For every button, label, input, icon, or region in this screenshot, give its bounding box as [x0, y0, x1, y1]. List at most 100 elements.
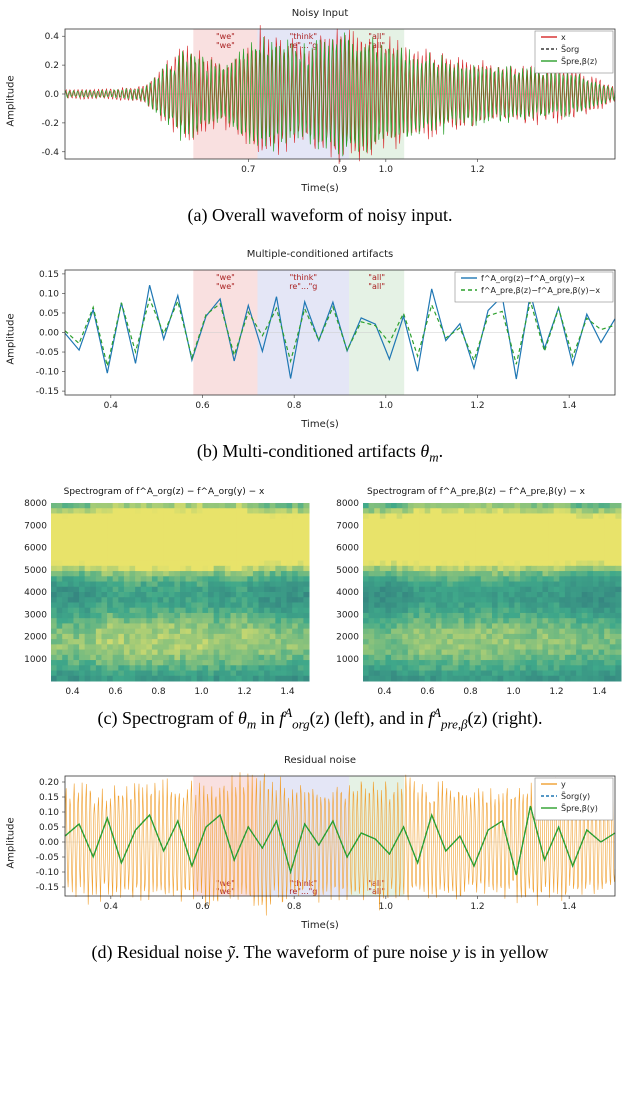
- svg-text:0.00: 0.00: [39, 838, 59, 848]
- panel-c: Spectrogram of f^A_org(z) − f^A_org(y) −…: [15, 487, 625, 699]
- svg-text:8000: 8000: [336, 499, 359, 509]
- svg-text:0.7: 0.7: [241, 165, 255, 175]
- svg-text:0.8: 0.8: [287, 902, 302, 912]
- svg-text:1.0: 1.0: [379, 401, 394, 411]
- svg-text:"we": "we": [216, 32, 235, 41]
- svg-text:0.0: 0.0: [45, 90, 60, 100]
- caption-c-pre: (c) Spectrogram of: [98, 708, 238, 728]
- svg-text:0.8: 0.8: [151, 687, 166, 697]
- svg-text:2000: 2000: [336, 633, 359, 643]
- caption-c-t1: θ: [238, 708, 247, 728]
- svg-text:"we": "we": [216, 273, 235, 282]
- caption-a: (a) Overall waveform of noisy input.: [10, 204, 630, 227]
- svg-text:0.4: 0.4: [104, 401, 119, 411]
- panel-c-left-title: Spectrogram of f^A_org(z) − f^A_org(y) −…: [64, 487, 265, 497]
- svg-text:0.6: 0.6: [108, 687, 123, 697]
- panel-a-svg: "we""we""think"re"..."g"all""all"0.70.91…: [15, 21, 625, 181]
- svg-text:0.8: 0.8: [287, 401, 302, 411]
- caption-c-f1sub: org: [292, 717, 310, 732]
- svg-text:"all": "all": [368, 282, 385, 291]
- svg-text:0.4: 0.4: [377, 687, 392, 697]
- svg-text:1.2: 1.2: [470, 902, 484, 912]
- panel-d-svg: "we""we""think"re"..."g"all""all"0.40.60…: [15, 768, 625, 918]
- svg-text:"we": "we": [216, 282, 235, 291]
- svg-text:re"..."g: re"..."g: [289, 41, 317, 50]
- svg-text:-0.4: -0.4: [41, 148, 59, 158]
- svg-text:-0.05: -0.05: [36, 348, 59, 358]
- svg-text:-0.15: -0.15: [36, 883, 59, 893]
- svg-text:y: y: [561, 780, 566, 789]
- svg-text:S̃org: S̃org: [561, 44, 579, 54]
- svg-text:3000: 3000: [336, 611, 359, 621]
- svg-text:"think": "think": [290, 273, 318, 282]
- panel-b-svg: "we""we""think"re"..."g"all""all"0.40.60…: [15, 262, 625, 417]
- caption-d-y1: ỹ: [227, 942, 235, 962]
- svg-text:0.4: 0.4: [104, 902, 119, 912]
- svg-text:0.9: 0.9: [333, 165, 348, 175]
- svg-text:1.4: 1.4: [280, 687, 295, 697]
- figure-column: Noisy Input Amplitude "we""we""think"re"…: [0, 0, 640, 968]
- svg-text:-0.10: -0.10: [36, 868, 60, 878]
- panel-a-title: Noisy Input: [15, 8, 625, 19]
- svg-text:5000: 5000: [336, 566, 359, 576]
- panel-d: Residual noise Amplitude "we""we""think"…: [15, 755, 625, 931]
- caption-b-suffix: .: [439, 441, 444, 461]
- svg-text:0.10: 0.10: [39, 289, 59, 299]
- panel-a: Noisy Input Amplitude "we""we""think"re"…: [15, 8, 625, 194]
- panel-c-right-svg: 100020003000400050006000700080000.40.60.…: [327, 499, 625, 699]
- svg-text:8000: 8000: [24, 499, 47, 509]
- svg-text:0.05: 0.05: [39, 823, 59, 833]
- svg-text:5000: 5000: [24, 566, 47, 576]
- svg-text:0.10: 0.10: [39, 808, 59, 818]
- panel-c-left: Spectrogram of f^A_org(z) − f^A_org(y) −…: [15, 487, 313, 699]
- caption-d-post: is in yellow: [460, 942, 549, 962]
- panel-c-left-svg: 100020003000400050006000700080000.40.60.…: [15, 499, 313, 699]
- svg-text:x: x: [561, 33, 566, 42]
- svg-text:1.2: 1.2: [470, 165, 484, 175]
- caption-c-mid1: in: [256, 708, 279, 728]
- svg-text:1.2: 1.2: [237, 687, 251, 697]
- panel-d-ylabel: Amplitude: [6, 817, 17, 868]
- svg-text:1.0: 1.0: [194, 687, 209, 697]
- caption-c-post: (right).: [488, 708, 543, 728]
- caption-d: (d) Residual noise ỹ. The waveform of pu…: [10, 941, 630, 964]
- svg-text:-0.15: -0.15: [36, 387, 59, 397]
- svg-text:S̃org(y): S̃org(y): [561, 791, 590, 801]
- svg-text:0.2: 0.2: [45, 61, 59, 71]
- svg-text:"we": "we": [216, 41, 235, 50]
- svg-text:4000: 4000: [24, 588, 47, 598]
- panel-b: Multiple-conditioned artifacts Amplitude…: [15, 249, 625, 430]
- svg-text:0.6: 0.6: [195, 902, 210, 912]
- svg-text:1.0: 1.0: [379, 902, 394, 912]
- svg-text:7000: 7000: [24, 522, 47, 532]
- panel-d-chart: Amplitude "we""we""think"re"..."g"all""a…: [15, 768, 625, 918]
- caption-d-mid: . The waveform of pure noise: [235, 942, 452, 962]
- caption-c-t1sub: m: [247, 717, 256, 732]
- svg-text:re"..."g: re"..."g: [289, 887, 317, 896]
- svg-text:1000: 1000: [336, 655, 359, 665]
- caption-b-theta: θ: [420, 441, 429, 461]
- caption-c-arg2: (z): [468, 708, 488, 728]
- caption-b-sub: m: [429, 449, 438, 464]
- svg-text:f^A_pre,β(z)−f^A_pre,β(y)−x: f^A_pre,β(z)−f^A_pre,β(y)−x: [481, 286, 600, 295]
- caption-d-y2: y: [452, 942, 460, 962]
- svg-text:6000: 6000: [336, 544, 359, 554]
- svg-text:1000: 1000: [24, 655, 47, 665]
- caption-c-arg1: (z): [310, 708, 330, 728]
- svg-text:0.4: 0.4: [45, 32, 60, 42]
- svg-text:4000: 4000: [336, 588, 359, 598]
- svg-text:3000: 3000: [24, 611, 47, 621]
- svg-text:"all": "all": [368, 887, 385, 896]
- svg-text:S̃pre,β(z): S̃pre,β(z): [561, 56, 597, 66]
- svg-text:"all": "all": [368, 32, 385, 41]
- panel-a-chart: Amplitude "we""we""think"re"..."g"all""a…: [15, 21, 625, 181]
- panel-a-xlabel: Time(s): [15, 183, 625, 194]
- panel-b-ylabel: Amplitude: [6, 313, 17, 364]
- svg-text:re"..."g: re"..."g: [289, 282, 317, 291]
- svg-text:0.8: 0.8: [463, 687, 478, 697]
- svg-text:"all": "all": [368, 41, 385, 50]
- svg-text:6000: 6000: [24, 544, 47, 554]
- svg-text:0.00: 0.00: [39, 328, 59, 338]
- caption-b-prefix: (b) Multi-conditioned artifacts: [197, 441, 420, 461]
- svg-text:1.4: 1.4: [592, 687, 607, 697]
